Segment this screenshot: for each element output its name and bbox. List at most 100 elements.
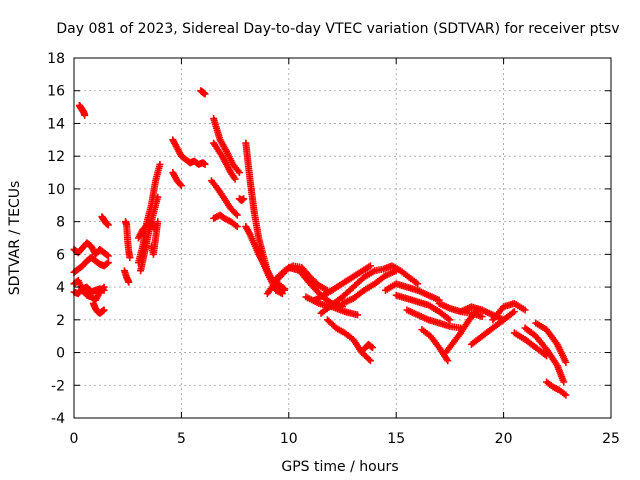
data-point-marker: [414, 280, 422, 288]
x-tick-label: 5: [177, 431, 186, 447]
x-axis-label: GPS time / hours: [281, 459, 398, 475]
series-arc-14: [169, 136, 209, 168]
data-point-marker: [562, 391, 570, 399]
series-arc-19: [207, 177, 241, 219]
series-arc-41: [467, 308, 518, 348]
series-arc-20: [210, 211, 241, 231]
series-arc-35: [392, 291, 454, 324]
y-tick-label: 18: [47, 51, 65, 67]
data-point-marker: [478, 313, 486, 321]
data-point-marker: [354, 311, 362, 319]
data-point-marker: [176, 180, 184, 188]
y-tick-label: 10: [47, 182, 65, 198]
series-arc-43: [510, 329, 551, 360]
data-point-marker: [235, 169, 243, 177]
data-point-marker: [201, 90, 209, 98]
data-point-marker: [103, 251, 111, 259]
data-point-marker: [154, 193, 162, 201]
series-arc-16: [197, 87, 209, 98]
series-arc-06: [89, 299, 108, 317]
data-point-marker: [240, 195, 248, 203]
series-arc-36: [403, 306, 465, 332]
x-tick-label: 10: [280, 431, 298, 447]
y-tick-label: 16: [47, 84, 65, 100]
series-arc-29: [317, 267, 379, 317]
x-tick-label: 25: [602, 431, 620, 447]
data-point-marker: [521, 306, 529, 314]
series-arc-31: [360, 340, 377, 353]
series-arc-13: [147, 218, 162, 258]
data-point-marker: [104, 259, 112, 267]
series-arc-09: [120, 267, 133, 286]
y-tick-label: 4: [56, 280, 65, 296]
x-tick-label: 20: [495, 431, 513, 447]
y-tick-label: 14: [47, 116, 65, 132]
series-arc-34: [381, 280, 443, 304]
chart-title: Day 081 of 2023, Sidereal Day-to-day VTE…: [56, 21, 619, 37]
data-point-marker: [281, 285, 289, 293]
data-point-marker: [177, 182, 185, 190]
series-arc-30: [323, 316, 374, 365]
y-tick-label: -2: [51, 378, 65, 394]
grid-lines: [74, 58, 611, 418]
data-point-marker: [125, 278, 133, 286]
series-arc-32: [339, 267, 400, 307]
series-arc-17: [210, 115, 243, 177]
y-tick-label: -4: [51, 411, 65, 427]
series-arc-03: [70, 254, 112, 276]
data-point-marker: [369, 344, 377, 352]
series-arc-18: [210, 139, 239, 183]
y-tick-label: 2: [56, 313, 65, 329]
y-tick-label: 0: [56, 346, 65, 362]
series-arc-42: [489, 299, 529, 324]
y-axis-label: SDTVAR / TECUs: [7, 181, 23, 296]
data-point-marker: [100, 283, 108, 291]
x-tick-label: 0: [70, 431, 79, 447]
series-arc-15: [169, 169, 185, 190]
y-tick-label: 12: [47, 149, 65, 165]
series-arc-46: [543, 378, 570, 399]
data-point-marker: [560, 378, 568, 386]
series-arc-44: [521, 324, 568, 386]
y-tick-labels: -4 -2 0 2 4 6 8 10 12 14 16 18: [47, 51, 65, 427]
data-point-marker: [100, 306, 108, 314]
series-arc-28: [311, 262, 374, 304]
data-point-marker: [367, 343, 375, 351]
series-arc-21: [235, 195, 248, 204]
data-point-marker: [104, 221, 112, 229]
y-tick-label: 8: [56, 215, 65, 231]
data-point-marker: [156, 160, 164, 168]
data-point-marker: [201, 160, 209, 168]
plot-frame: [73, 57, 612, 419]
series-arc-37: [418, 326, 452, 365]
y-tick-label: 6: [56, 247, 65, 263]
data-point-marker: [233, 223, 241, 231]
series-arc-08: [122, 218, 134, 262]
data-point-marker: [562, 358, 570, 366]
data-point-marker: [366, 262, 374, 270]
x-tick-label: 15: [387, 431, 405, 447]
data-points: [70, 87, 570, 399]
series-arc-40: [457, 303, 508, 324]
data-point-marker: [446, 316, 454, 324]
data-point-marker: [233, 211, 241, 219]
data-point-marker: [81, 111, 89, 119]
data-point-marker: [232, 210, 240, 218]
data-point-marker: [104, 252, 112, 260]
series-arc-02: [70, 239, 112, 260]
series-arc-01: [75, 101, 89, 119]
data-point-marker: [278, 290, 286, 298]
data-point-marker: [126, 254, 134, 262]
series-arc-33: [371, 262, 422, 288]
data-point-marker: [365, 355, 373, 363]
series-arc-07: [98, 213, 112, 229]
data-point-marker: [231, 175, 239, 183]
data-point-marker: [103, 259, 111, 267]
axis-ticks: [73, 57, 612, 419]
data-point-marker: [99, 284, 107, 292]
data-point-marker: [366, 357, 374, 365]
data-point-marker: [510, 308, 518, 316]
x-tick-labels: 0 5 10 15 20 25: [70, 431, 620, 447]
series-arc-45: [532, 319, 570, 366]
